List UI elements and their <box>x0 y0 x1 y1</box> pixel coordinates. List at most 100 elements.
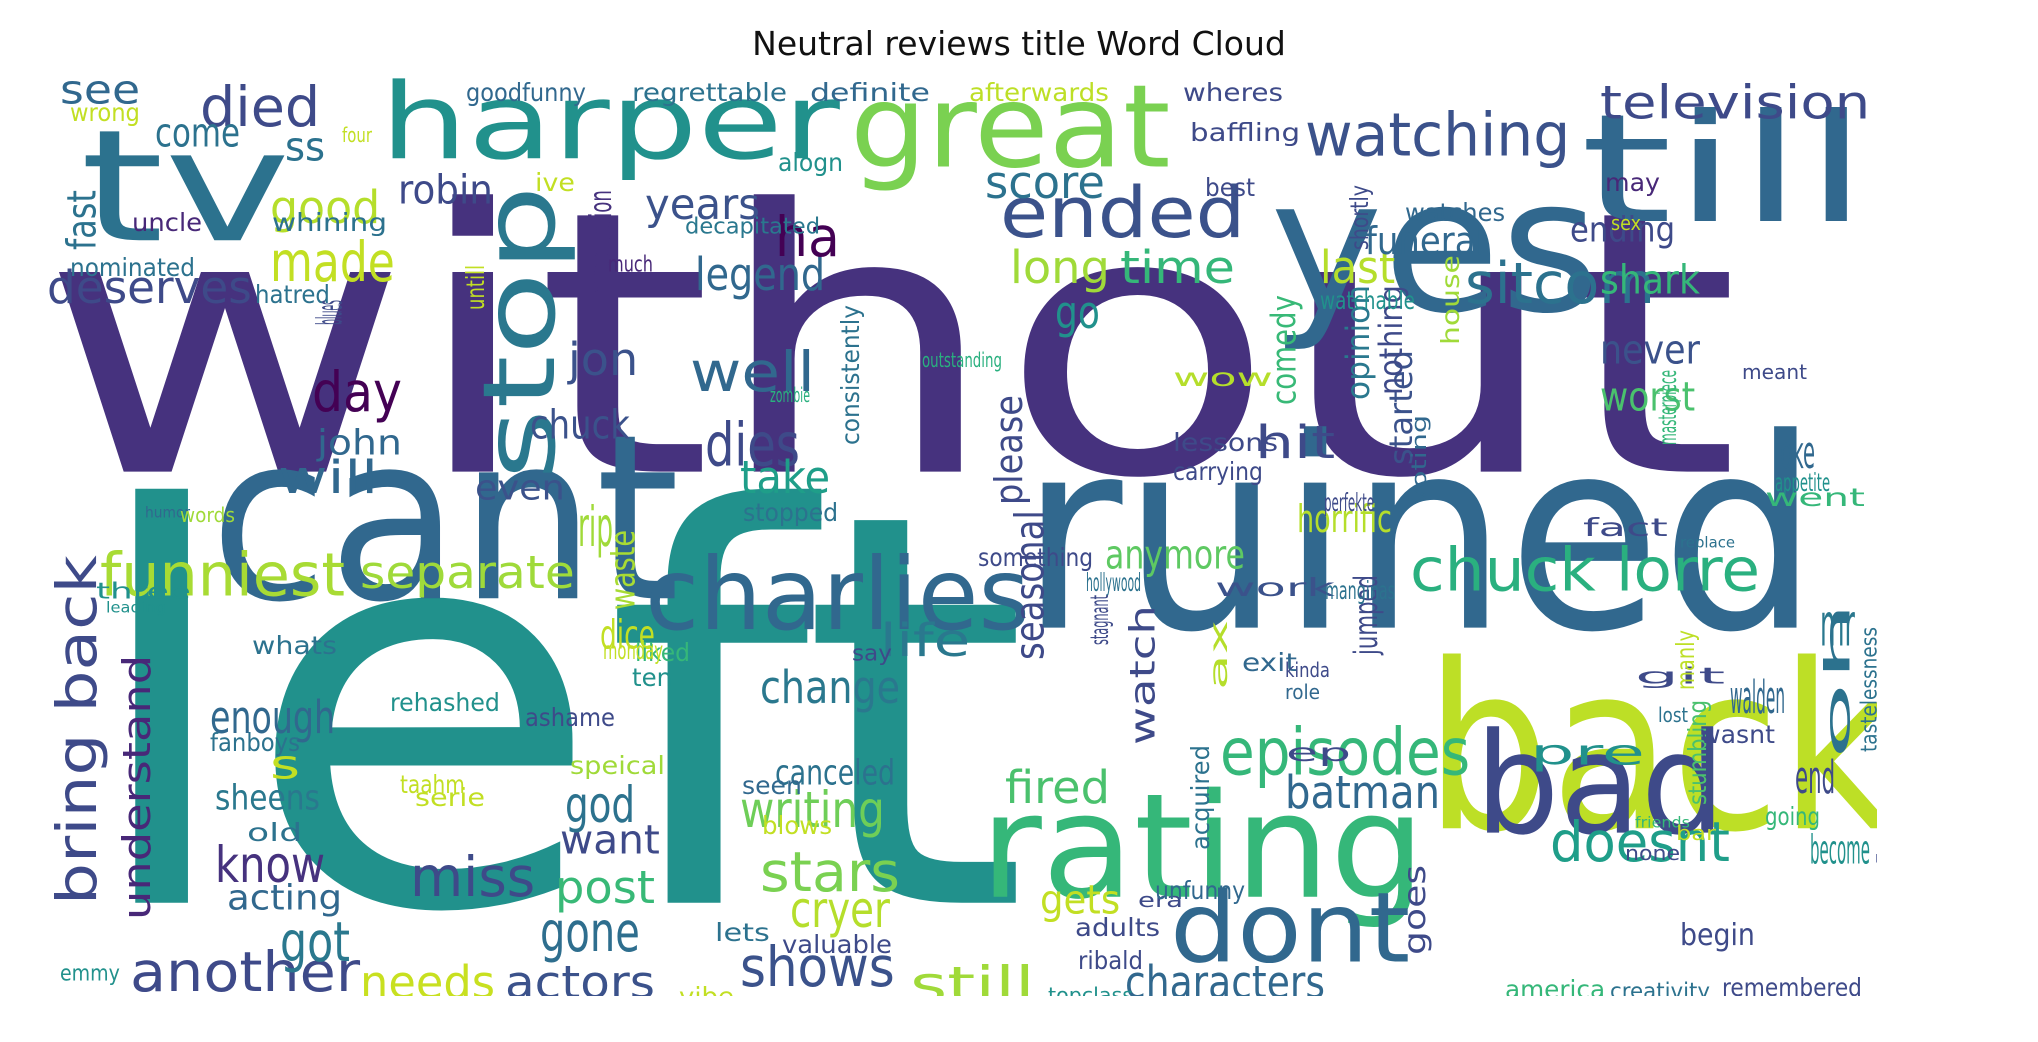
cloud-word: s <box>270 741 301 789</box>
cloud-word: understand <box>114 654 160 920</box>
cloud-word: old <box>247 817 303 847</box>
cloud-word: wheres <box>1183 77 1284 107</box>
cloud-word: day <box>312 360 402 425</box>
cloud-word: harper <box>380 62 840 184</box>
cloud-word: made <box>270 230 395 295</box>
cloud-word: untill <box>460 264 490 310</box>
cloud-word: anymore <box>1105 531 1245 579</box>
cloud-word: cryer <box>790 880 890 939</box>
cloud-word: manly <box>1670 629 1700 690</box>
cloud-word: become <box>1810 826 1871 874</box>
cloud-word: episodes <box>1220 714 1471 791</box>
cloud-word: never <box>1600 326 1700 374</box>
cloud-word: nominated <box>70 252 195 282</box>
cloud-word: actors <box>505 955 655 996</box>
cloud-word: robin <box>398 166 493 214</box>
cloud-word: bring back <box>45 555 110 905</box>
cloud-word: decapitated <box>685 213 821 239</box>
cloud-word: words <box>180 503 235 527</box>
cloud-word: long <box>1010 240 1110 294</box>
cloud-word: whining <box>272 207 387 237</box>
cloud-word: bad <box>1475 702 1726 867</box>
cloud-word: tastelessness <box>1856 627 1877 752</box>
cloud-word: goes <box>1397 864 1433 955</box>
cloud-word: want <box>560 816 660 864</box>
cloud-word: introduction <box>583 190 619 300</box>
cloud-word: stopped <box>743 497 839 527</box>
cloud-word: blues <box>308 299 350 325</box>
cloud-word: something <box>978 542 1094 572</box>
cloud-word: post <box>555 860 655 914</box>
cloud-word: dont <box>1170 871 1411 985</box>
cloud-word: end <box>1795 750 1836 804</box>
cloud-word: shortly <box>1344 185 1374 250</box>
cloud-word: wrong <box>70 97 140 127</box>
cloud-word: monday <box>603 635 663 665</box>
cloud-word: carrying <box>1173 456 1263 486</box>
cloud-word: ha <box>775 205 840 270</box>
cloud-word: wow <box>1173 362 1273 392</box>
cloud-word: horrific <box>1297 496 1392 542</box>
cloud-word: sex <box>1611 211 1642 235</box>
cloud-word: git <box>1635 663 1726 689</box>
cloud-word: fired <box>1005 760 1110 814</box>
cloud-word: rating <box>980 761 1426 932</box>
cloud-word: time <box>1120 240 1235 294</box>
cloud-word: exit <box>1242 647 1297 677</box>
cloud-word: four <box>342 123 372 147</box>
cloud-word: miss <box>410 845 536 910</box>
cloud-word: ss <box>285 123 326 171</box>
cloud-word: well <box>690 340 815 405</box>
cloud-word: seasonal <box>1006 510 1054 660</box>
cloud-word: leading <box>106 598 166 617</box>
cloud-word: enough <box>210 690 336 744</box>
cloud-word: died <box>200 75 321 140</box>
cloud-word: take <box>740 450 831 504</box>
cloud-word: left <box>80 395 1030 996</box>
cloud-word: work <box>1215 572 1335 602</box>
cloud-word: walden <box>1730 670 1786 724</box>
cloud-word: ending <box>1570 208 1676 250</box>
cloud-word: go <box>1055 285 1100 339</box>
cloud-word: america <box>1505 974 1606 996</box>
cloud-word: serie <box>415 782 486 812</box>
cloud-word: great <box>850 62 1171 195</box>
cloud-word: zombie <box>770 383 810 407</box>
cloud-word: gone <box>540 900 640 965</box>
cloud-word: charlies <box>645 536 1030 653</box>
cloud-word: even <box>475 466 565 508</box>
cloud-word: chuck <box>530 401 630 449</box>
cloud-word: know <box>215 835 326 894</box>
cloud-word: goodfunny <box>466 77 586 107</box>
cloud-word: house <box>1435 255 1465 345</box>
cloud-word: friends <box>1635 813 1690 832</box>
cloud-word: good <box>270 180 381 234</box>
cloud-word: afterwards <box>969 77 1109 107</box>
cloud-word: sheens <box>215 776 321 818</box>
cloud-word: life <box>880 613 971 667</box>
cloud-word: dies <box>705 409 800 480</box>
cloud-word: perfekte <box>1324 487 1375 517</box>
cloud-word: john <box>317 421 402 463</box>
cloud-word: oh <box>1816 600 1858 760</box>
cloud-word: seen <box>742 770 802 800</box>
cloud-word: dice <box>600 611 655 659</box>
cloud-word: ended <box>1000 171 1246 254</box>
cloud-word: ashame <box>525 702 615 732</box>
cloud-word: god <box>565 775 636 834</box>
cloud-word: acting <box>227 876 343 918</box>
cloud-word: much <box>608 251 654 277</box>
cloud-word: outstanding <box>922 348 1002 372</box>
cloud-word: ive <box>535 167 575 197</box>
cloud-word: pre <box>1530 731 1645 773</box>
cloud-word: best <box>1205 172 1256 202</box>
cloud-word: say <box>852 640 892 666</box>
cloud-word: shark <box>1600 256 1700 304</box>
cloud-word: begin <box>1680 917 1755 953</box>
cloud-word: years <box>645 179 761 230</box>
cloud-word: joke <box>1775 425 1815 479</box>
cloud-word: ribald <box>1078 945 1143 975</box>
cloud-word: whats <box>252 630 337 660</box>
cloud-word: masterpiece <box>1652 370 1682 445</box>
cloud-word: hollywood <box>1086 567 1141 597</box>
